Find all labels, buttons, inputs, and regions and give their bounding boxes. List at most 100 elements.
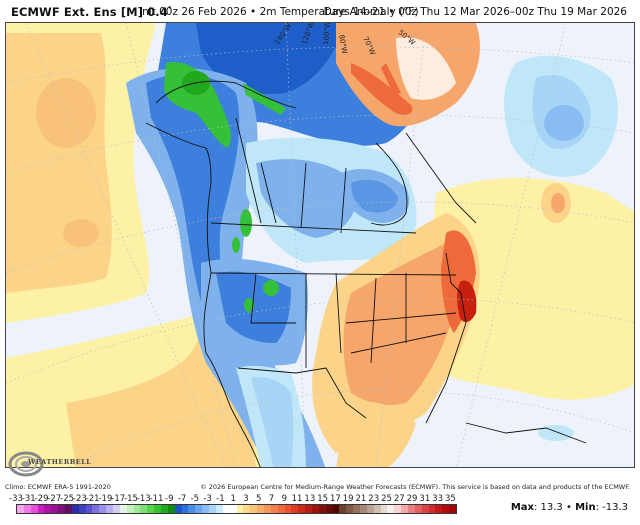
separator: • bbox=[562, 502, 576, 513]
colorbar-swatch bbox=[305, 505, 312, 513]
colorbar-swatch bbox=[195, 505, 203, 513]
colorbar-tick-label: 11 bbox=[291, 494, 303, 504]
colorbar-swatch bbox=[359, 505, 367, 513]
colorbar-swatch bbox=[167, 505, 175, 513]
colorbar-swatch bbox=[133, 505, 141, 513]
colorbar-tick-label: -5 bbox=[190, 494, 200, 504]
colorbar-swatch bbox=[119, 505, 127, 513]
max-min-stats: Max: 13.3 • Min: -13.3 bbox=[511, 502, 628, 513]
colorbar-swatch bbox=[174, 505, 182, 513]
colorbar-tick-label: 3 bbox=[243, 494, 249, 504]
colorbar-swatch bbox=[298, 505, 306, 513]
degree-mark: ° bbox=[167, 5, 172, 14]
colorbar-swatch bbox=[428, 505, 436, 513]
colorbar-swatch bbox=[346, 505, 354, 513]
colorbar-swatch bbox=[332, 505, 340, 513]
period-days: Days 14–21 bbox=[323, 6, 386, 18]
colorbar-swatch bbox=[161, 505, 168, 513]
colorbar-tick-label: 19 bbox=[342, 494, 354, 504]
colorbar-swatch bbox=[154, 505, 162, 513]
colorbar-swatch bbox=[99, 505, 107, 513]
max-label: Max bbox=[510, 502, 534, 513]
svg-text:80°W: 80°W bbox=[337, 34, 348, 55]
colorbar-swatch bbox=[222, 505, 230, 513]
colorbar-tick-label: 5 bbox=[256, 494, 262, 504]
colorbar-swatch bbox=[92, 505, 100, 513]
init-and-field: Init 00z 26 Feb 2026 • 2m Temperature An… bbox=[139, 6, 419, 18]
colorbar-tick-label: 1 bbox=[230, 494, 236, 504]
colorbar-tick-label: 23 bbox=[368, 494, 380, 504]
colorbar-tick-label: -9 bbox=[165, 494, 174, 504]
colorbar bbox=[16, 504, 457, 514]
colorbar-swatch bbox=[30, 505, 38, 513]
colorbar-swatch bbox=[339, 505, 347, 513]
logo-text: WEATHERBELL bbox=[28, 458, 92, 466]
colorbar-swatch bbox=[106, 505, 114, 513]
colorbar-swatch bbox=[421, 505, 429, 513]
colorbar-tick-label: -33 bbox=[9, 494, 23, 504]
colorbar-tick-label: 9 bbox=[281, 494, 287, 504]
colorbar-tick-label: -17 bbox=[111, 494, 126, 504]
colorbar-swatch bbox=[353, 505, 360, 513]
climatology-note: Climo: ECMWF ERA-5 1991-2020 bbox=[5, 483, 111, 491]
colorbar-swatch bbox=[71, 505, 79, 513]
colorbar-swatch bbox=[126, 505, 134, 513]
model-name: ECMWF Ext. Ens [M] 0.4 bbox=[11, 5, 168, 19]
colorbar-swatch bbox=[78, 505, 86, 513]
colorbar-swatch bbox=[147, 505, 155, 513]
colorbar-swatch bbox=[401, 505, 408, 513]
colorbar-tick-label: 27 bbox=[393, 494, 405, 504]
chart-header: ECMWF Ext. Ens [M] 0.4° Init 00z 26 Feb … bbox=[0, 0, 640, 22]
colorbar-swatch bbox=[325, 505, 333, 513]
colorbar-ticks: -33 -31 -29 -27 -25 -23 -21 -19 -17 -15 -13 -11 -9 -7… bbox=[9, 494, 472, 504]
colorbar-tick-label: -13 bbox=[136, 494, 151, 504]
valid-range: 00z Thu 12 Mar 2026–00z Thu 19 Mar 2026 bbox=[398, 6, 627, 18]
colorbar-swatch bbox=[113, 505, 120, 513]
colorbar-swatch bbox=[257, 505, 264, 513]
colorbar-tick-label: 7 bbox=[268, 494, 275, 504]
colorbar-swatch bbox=[65, 505, 72, 513]
colorbar-swatch bbox=[366, 505, 374, 513]
colorbar-swatch bbox=[51, 505, 59, 513]
colorbar-swatch bbox=[442, 505, 450, 513]
colorbar-tick-label: 17 bbox=[329, 494, 341, 504]
colorbar-tick-label: -21 bbox=[85, 494, 100, 504]
colorbar-swatch bbox=[435, 505, 443, 513]
colorbar-swatch bbox=[215, 505, 223, 513]
svg-text:100°W: 100°W bbox=[322, 23, 332, 45]
colorbar-swatch bbox=[407, 505, 415, 513]
colorbar-swatch bbox=[394, 505, 402, 513]
colorbar-swatch bbox=[311, 505, 319, 513]
colorbar-swatch bbox=[181, 505, 189, 513]
colorbar-swatch bbox=[202, 505, 210, 513]
colorbar-tick-label: 21 bbox=[355, 494, 367, 504]
colorbar-swatch bbox=[17, 505, 24, 513]
colorbar-swatch bbox=[373, 505, 381, 513]
colorbar-swatch bbox=[270, 505, 278, 513]
colorbar-swatch bbox=[277, 505, 285, 513]
colorbar-tick-label: 25 bbox=[381, 494, 392, 504]
colorbar-swatch bbox=[250, 505, 258, 513]
colorbar-tick-label: -7 bbox=[177, 494, 187, 504]
colorbar-tick-label: -1 bbox=[216, 494, 225, 504]
colorbar-swatch bbox=[318, 505, 326, 513]
colorbar-tick-label: 33 bbox=[432, 494, 444, 504]
colorbar-swatch bbox=[209, 505, 216, 513]
colorbar-tick-label: -3 bbox=[203, 494, 212, 504]
colorbar-tick-label: 35 bbox=[444, 494, 456, 504]
colorbar-swatch bbox=[140, 505, 148, 513]
colorbar-swatch bbox=[229, 505, 237, 513]
model-title: ECMWF Ext. Ens [M] 0.4° bbox=[11, 5, 172, 19]
colorbar-tick-label: -31 bbox=[21, 494, 36, 504]
max-value: : 13.3 bbox=[533, 502, 563, 513]
colorbar-swatch bbox=[58, 505, 66, 513]
colorbar-tick-label: 29 bbox=[406, 494, 418, 504]
separator: • bbox=[388, 6, 395, 18]
colorbar-swatch bbox=[414, 505, 422, 513]
colorbar-swatch bbox=[44, 505, 52, 513]
copyright-note: © 2026 European Centre for Medium-Range … bbox=[200, 483, 630, 491]
colorbar-swatch bbox=[291, 505, 299, 513]
colorbar-tick-label: 13 bbox=[304, 494, 316, 504]
colorbar-swatch bbox=[236, 505, 244, 513]
colorbar-tick-label: -23 bbox=[72, 494, 87, 504]
